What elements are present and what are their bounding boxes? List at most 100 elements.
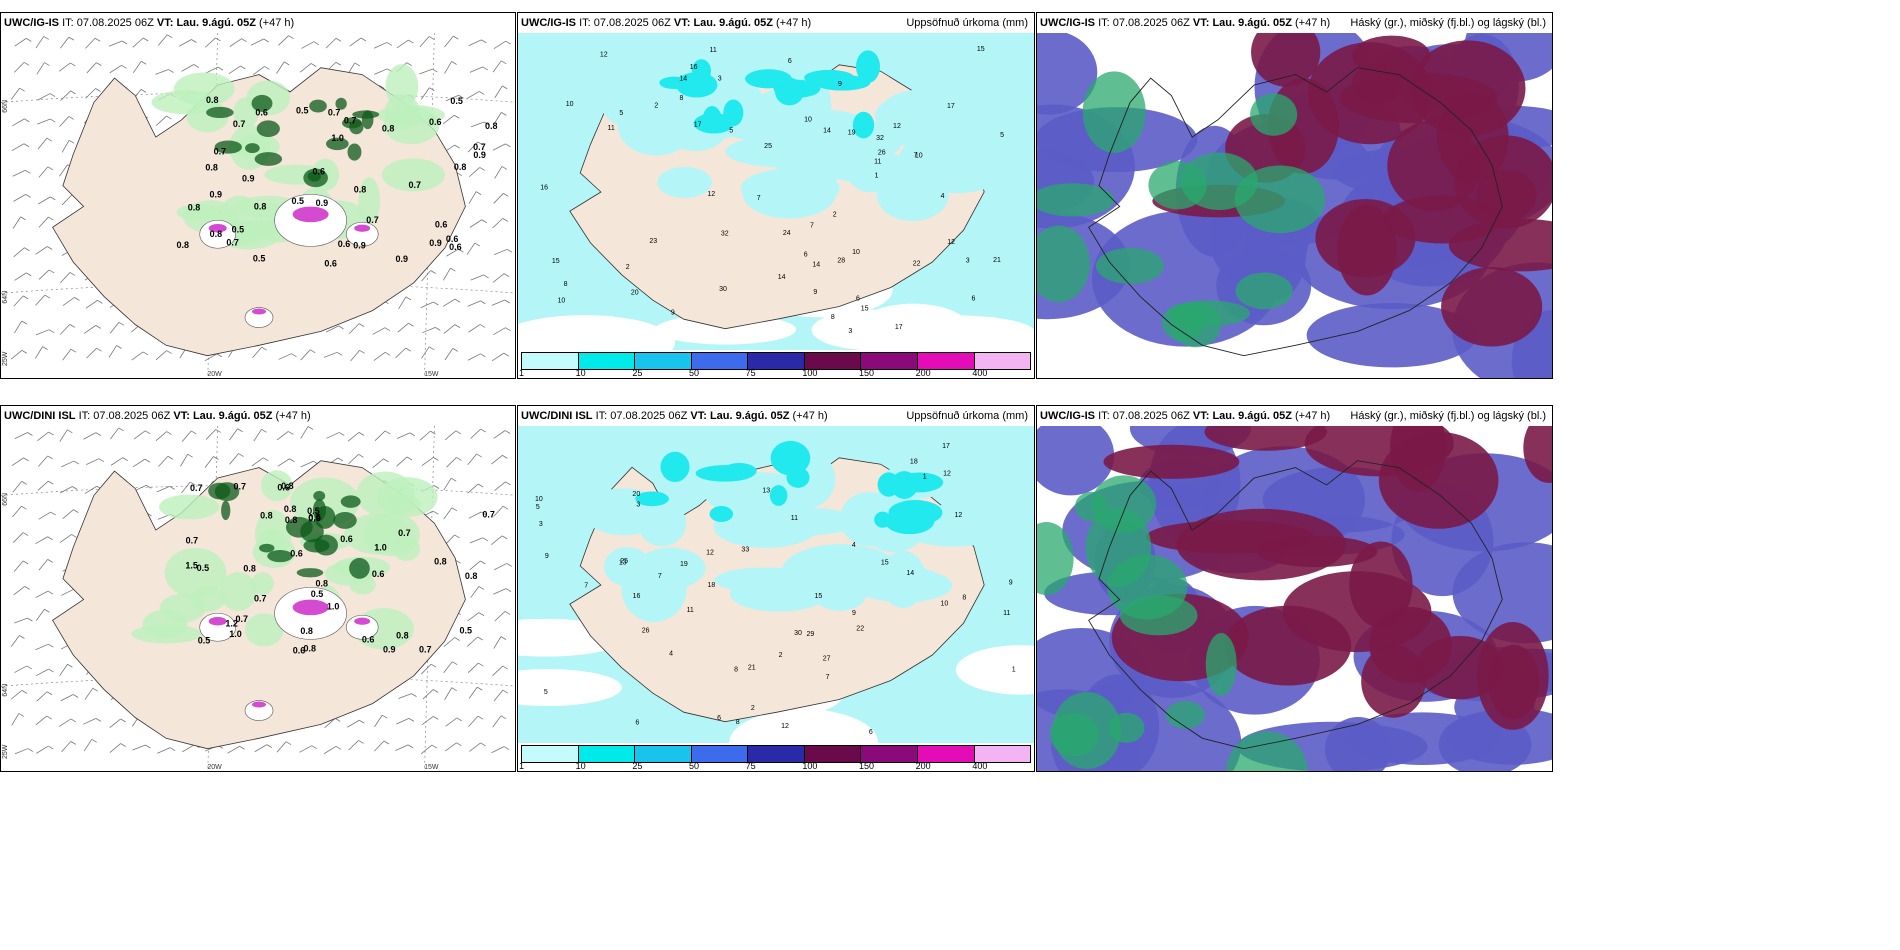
precip-value-label: 5 [544, 689, 548, 696]
precip-value-label: 20 [632, 491, 640, 498]
precip-value-label: 0.7 [419, 644, 432, 654]
colorbar-label: 10 [575, 761, 586, 771]
precip-values: 0.80.80.60.90.70.50.50.60.70.80.91.00.90… [177, 95, 498, 269]
high-cloud [1037, 475, 1308, 771]
panel-header: UWC/IG-IS IT: 07.08.2025 06Z VT: Lau. 9.… [1, 13, 515, 33]
wind-precip-map: 0.71.00.8 0.91.00.80.70.80.60.50.70.80.70… [1, 426, 515, 771]
colorbar-label: 400 [972, 761, 988, 771]
precip-value-label: 0.8 [177, 240, 190, 250]
panel-bottom-left: UWC/DINI ISL IT: 07.08.2025 06Z VT: Lau.… [0, 405, 516, 772]
glaciers [199, 194, 379, 328]
precip-value-label: 7 [914, 152, 918, 159]
precip-value-label: 0.5 [460, 626, 473, 636]
precip-value-label: 9 [1009, 580, 1013, 587]
precip-value-label: 12 [600, 51, 608, 58]
colorbar-label: 150 [859, 368, 875, 378]
cloud-cover-map [1037, 426, 1552, 771]
lon-label: 25W [2, 351, 9, 366]
precip-value-label: 6 [971, 295, 975, 302]
panel-top-right: UWC/IG-IS IT: 07.08.2025 06Z VT: Lau. 9.… [1036, 12, 1553, 379]
precip-value-label: 12 [955, 512, 963, 519]
precip-value-label: 0.7 [186, 536, 199, 546]
graticule [1, 426, 515, 771]
colorbar-label: 400 [972, 368, 988, 378]
precip-value-label: 9 [838, 81, 842, 88]
precip-value-label: 0.6 [313, 167, 326, 177]
accumulated-precip-map: 1010683123225151115211714302832261420232… [518, 33, 1034, 351]
precip-value-label: 0.6 [338, 239, 351, 249]
precip-value-label: 3 [848, 328, 852, 335]
colorbar-label: 10 [575, 368, 586, 378]
precip-value-label: 2 [654, 103, 658, 110]
colorbar-segment [635, 353, 692, 369]
panel-title: Uppsöfnuð úrkoma (mm) [906, 17, 1028, 29]
precip-value-label: 0.8 [210, 229, 223, 239]
precip-value-label: 18 [708, 582, 716, 589]
colorbar-label: 25 [632, 368, 643, 378]
precip-value-label: 15 [881, 560, 889, 567]
precip-value-label: 12 [947, 239, 955, 246]
precip-value-label: 12 [706, 549, 714, 556]
precip-value-label: 0.9 [316, 198, 329, 208]
precip-value-label: 0.8 [485, 121, 498, 131]
colorbar-segment [578, 353, 636, 369]
precip-value-label: 1.5 [185, 560, 198, 570]
precip-value-label: 0.8 [254, 202, 267, 212]
precip-value-label: 0.8 [396, 631, 409, 641]
precip-value-label: 24 [783, 230, 791, 237]
precip-value-label: 7 [810, 222, 814, 229]
precip-value-label: 0.9 [308, 513, 321, 523]
lon-label: 15W [424, 371, 439, 378]
precip-value-label: 0.7 [226, 238, 239, 248]
precip-value-label: 12 [707, 191, 715, 198]
precip-value-label: 0.7 [409, 180, 422, 190]
precip-value-label: 1 [1012, 667, 1016, 674]
precip-value-label: 26 [878, 150, 886, 157]
panel-header: UWC/IG-IS IT: 07.08.2025 06Z VT: Lau. 9.… [1037, 13, 1552, 33]
precip-value-label: 0.5 [307, 506, 320, 516]
precip-areas [582, 440, 1009, 623]
colorbar-label: 1 [519, 368, 525, 378]
precip-value-label: 10 [804, 116, 812, 123]
colorbar-segment [578, 746, 636, 762]
precip-value-label: 8 [734, 667, 738, 674]
precip-value-label: 6 [804, 251, 808, 258]
panel-top-left: UWC/IG-IS IT: 07.08.2025 06Z VT: Lau. 9.… [0, 12, 516, 379]
colorbar-segment [522, 353, 579, 369]
precip-values: 1010683123225151115211714302832261420232… [540, 46, 1004, 335]
precip-value-label: 4 [669, 650, 673, 657]
precip-value-label: 19 [680, 561, 688, 568]
precip-value-label: 14 [823, 127, 831, 134]
lon-label: 20W [207, 764, 222, 771]
precip-value-label: 17 [947, 103, 955, 110]
precip-value-label: 6 [869, 729, 873, 736]
panel-top-middle: UWC/IG-IS IT: 07.08.2025 06Z VT: Lau. 9.… [517, 12, 1035, 379]
precip-value-label: 23 [649, 238, 657, 245]
precip-value-label: 1.2 [225, 619, 238, 629]
precip-value-label: 0.7 [482, 510, 495, 520]
precip-value-label: 10 [535, 496, 543, 503]
colorbar-label: 50 [689, 368, 700, 378]
precip-value-label: 17 [694, 121, 702, 128]
precip-value-label: 0.5 [232, 224, 245, 234]
precip-value-label: 21 [993, 257, 1001, 264]
precip-value-label: 0.6 [255, 108, 268, 118]
precip-value-label: 0.9 [242, 174, 255, 184]
precip-value-label: 1.0 [229, 629, 242, 639]
precip-value-label: 1 [875, 172, 879, 179]
precip-value-label: 8 [564, 281, 568, 288]
precip-value-label: 0.8 [260, 510, 273, 520]
precip-value-label: 2 [833, 212, 837, 219]
lat-label: 66N [2, 493, 9, 506]
precip-value-label: 9 [671, 310, 675, 317]
precip-value-label: 0.7 [236, 614, 249, 624]
panel-title: Uppsöfnuð úrkoma (mm) [906, 410, 1028, 422]
precip-values: 0.71.00.8 0.91.00.80.70.80.60.50.70.80.70… [185, 481, 495, 655]
precip-value-label: 0.8 [243, 563, 256, 573]
precip-value-label: 4 [852, 542, 856, 549]
precip-value-label: 0.9 [353, 240, 366, 250]
coastline [1088, 67, 1503, 357]
graticule [1, 33, 515, 378]
